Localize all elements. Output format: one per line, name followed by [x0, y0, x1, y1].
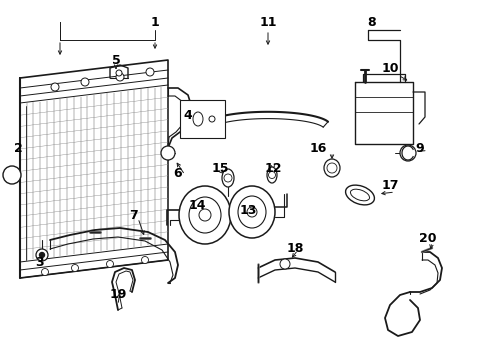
Circle shape	[81, 78, 89, 86]
Ellipse shape	[193, 112, 203, 126]
Text: 7: 7	[128, 208, 137, 221]
Text: 10: 10	[381, 62, 398, 75]
Ellipse shape	[350, 189, 369, 201]
Text: 16: 16	[309, 141, 326, 154]
Ellipse shape	[324, 159, 339, 177]
Text: 8: 8	[367, 15, 376, 28]
Ellipse shape	[345, 185, 374, 205]
Text: 15: 15	[211, 162, 228, 175]
Ellipse shape	[266, 167, 276, 183]
Text: 19: 19	[109, 288, 126, 302]
Circle shape	[116, 70, 122, 76]
Circle shape	[141, 256, 148, 264]
Ellipse shape	[189, 197, 221, 233]
Ellipse shape	[222, 169, 234, 187]
Circle shape	[280, 259, 289, 269]
Text: 11: 11	[259, 15, 276, 28]
Text: 17: 17	[381, 179, 398, 192]
Circle shape	[208, 116, 215, 122]
Circle shape	[224, 174, 231, 182]
Text: 2: 2	[14, 141, 22, 154]
Circle shape	[106, 261, 113, 267]
Text: 6: 6	[173, 166, 182, 180]
Circle shape	[36, 249, 48, 261]
Circle shape	[246, 207, 257, 217]
Text: 4: 4	[183, 108, 192, 122]
Circle shape	[268, 171, 275, 179]
Circle shape	[161, 146, 175, 160]
Circle shape	[146, 68, 154, 76]
Circle shape	[41, 269, 48, 275]
Circle shape	[199, 209, 210, 221]
Circle shape	[399, 145, 415, 161]
Ellipse shape	[179, 186, 230, 244]
Ellipse shape	[228, 186, 274, 238]
Text: 20: 20	[418, 231, 436, 244]
Circle shape	[3, 166, 21, 184]
Text: 14: 14	[188, 198, 205, 212]
Text: 12: 12	[264, 162, 281, 175]
Text: 1: 1	[150, 15, 159, 28]
Text: 13: 13	[239, 203, 256, 216]
Circle shape	[51, 83, 59, 91]
Bar	[180, 100, 224, 138]
Text: 9: 9	[415, 141, 424, 154]
Text: 18: 18	[286, 242, 303, 255]
Ellipse shape	[238, 196, 265, 228]
Circle shape	[40, 252, 44, 257]
Circle shape	[71, 265, 79, 271]
Circle shape	[116, 73, 124, 81]
Text: 5: 5	[111, 54, 120, 67]
Text: 3: 3	[36, 256, 44, 270]
